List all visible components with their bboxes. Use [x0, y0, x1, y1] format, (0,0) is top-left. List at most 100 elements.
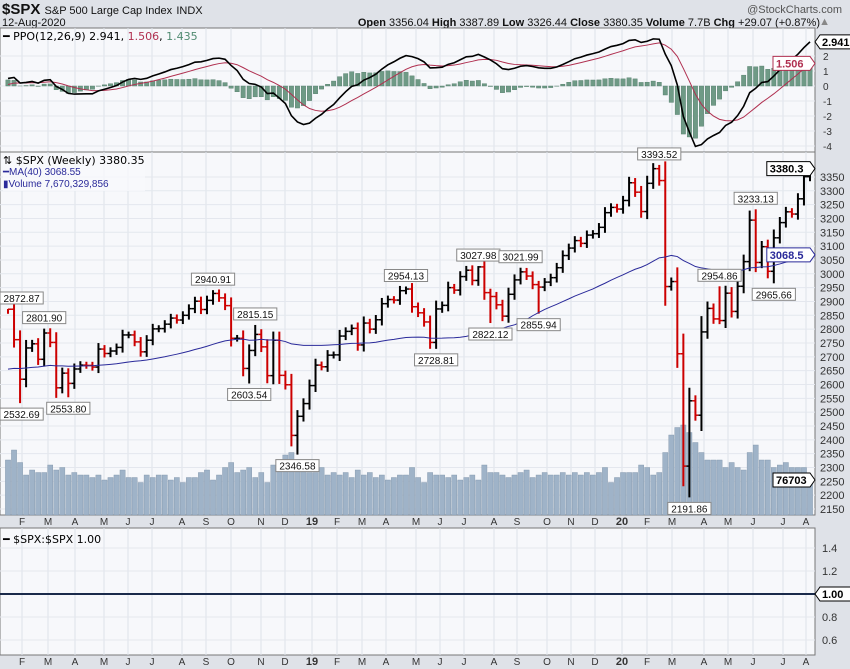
x-tick-label: 19 [306, 656, 318, 668]
ppo-tick-label: -4 [823, 142, 832, 153]
volume-bar [83, 474, 90, 516]
x-tick-label: O [543, 517, 551, 528]
ppo-histogram-bar [258, 85, 264, 97]
ppo-histogram-bar [391, 71, 397, 87]
x-tick-label: A [491, 517, 498, 528]
volume-bar [578, 474, 584, 516]
last-volume-box [772, 472, 816, 488]
volume-bar [716, 459, 723, 516]
volume-bar [174, 477, 180, 516]
volume-bar [222, 467, 228, 516]
panel-bg [0, 527, 816, 656]
price-tick-label: 2800 [820, 324, 844, 336]
ppo-histogram-bar [590, 79, 596, 87]
volume-bar [553, 474, 560, 516]
ppo-histogram-bar [566, 82, 572, 87]
volume-bar [493, 472, 500, 516]
ppo-line [7, 38, 811, 148]
quote-value: 3356.04 [386, 17, 432, 29]
ppo-tick-label: 2 [823, 52, 829, 63]
ppo-histogram-bar [614, 78, 620, 87]
ppo-histogram-bar [717, 85, 722, 100]
volume-bar [397, 474, 403, 516]
volume-bar [752, 444, 759, 516]
x-tick-label: N [567, 517, 574, 528]
ppo-histogram-bar [638, 82, 644, 87]
ppo-histogram-bar [439, 85, 445, 88]
price-tick-label: 2300 [820, 462, 844, 474]
price-annotation: 2822.12 [472, 330, 509, 341]
x-tick-label: A [491, 657, 498, 668]
volume-bar [523, 469, 530, 516]
volume-bar [318, 467, 325, 516]
volume-bar [668, 434, 675, 516]
x-tick-label: M [44, 657, 52, 668]
volume-bar [764, 459, 771, 516]
volume-bar [258, 472, 265, 516]
quote-value: 3387.89 [456, 17, 503, 29]
x-tick-label: J [781, 517, 786, 528]
price-annotation: 2872.87 [4, 294, 41, 305]
x-tick-label: M [358, 657, 366, 668]
volume-bar [373, 477, 379, 516]
ppo-histogram-bar [427, 85, 433, 89]
ppo-histogram-bar [240, 85, 246, 98]
volume-bar [626, 472, 632, 516]
ppo-histogram-bar [337, 76, 343, 87]
volume-bar [565, 474, 572, 516]
ppo-histogram-bar [228, 85, 234, 89]
volume-bar [161, 474, 168, 516]
annotation-box [498, 250, 543, 264]
volume-bar [505, 477, 512, 516]
ppo-histogram-bar [584, 79, 590, 87]
ppo-histogram-bar [445, 84, 451, 87]
volume-bar [620, 472, 626, 516]
price-tick-label: 3300 [820, 186, 844, 198]
ppo-histogram-bar [252, 85, 258, 98]
volume-bar [276, 469, 283, 516]
ratio-tick-label: 1.4 [822, 543, 837, 555]
ppo-tick-label: -1 [823, 97, 832, 108]
x-tick-label: M [412, 517, 420, 528]
ppo-histogram-bar [102, 84, 107, 87]
annotation-box [468, 327, 513, 341]
ppo-histogram-bar [765, 69, 771, 87]
volume-bar [35, 472, 41, 516]
price-annotation: 2855.94 [521, 321, 558, 332]
x-tick-label: N [567, 657, 574, 668]
volume-bar [559, 472, 566, 516]
ppo-histogram-bar [331, 80, 337, 87]
ppo-histogram-bar [409, 75, 415, 87]
volume-bar [614, 477, 620, 516]
volume-bar [801, 467, 807, 516]
volume-bar [602, 467, 608, 516]
volume-bar [433, 474, 439, 516]
ppo-histogram-bar [680, 85, 686, 135]
volume-bar [662, 452, 669, 516]
price-tick-label: 3050 [820, 255, 844, 267]
annotation-box [751, 287, 796, 301]
ppo-histogram-bar [536, 85, 542, 89]
ppo-histogram-bar [723, 85, 728, 92]
annotation-box [733, 191, 778, 205]
ppo-histogram-bar [325, 84, 330, 87]
volume-bar [511, 474, 518, 516]
last-price-box [766, 161, 816, 177]
volume-bar [427, 472, 433, 516]
ppo-histogram-bar [162, 79, 168, 87]
x-tick-label: J [438, 517, 443, 528]
ppo-histogram-bar [349, 71, 355, 87]
volume-bar [608, 482, 614, 516]
ppo-last-value: 2.941 [822, 37, 850, 49]
signal-last-value: 1.506 [776, 58, 804, 70]
x-tick-label: S [203, 517, 210, 528]
collapse-icon[interactable]: ▲ [819, 16, 830, 28]
volume-bar [457, 479, 464, 516]
x-tick-label: A [701, 657, 708, 668]
price-annotation: 2954.86 [701, 271, 738, 282]
volume-bar [758, 459, 765, 516]
ppo-histogram-bar [602, 78, 608, 87]
volume-bar [367, 472, 373, 516]
price-tick-label: 3000 [820, 269, 844, 281]
volume-bar [783, 462, 789, 516]
